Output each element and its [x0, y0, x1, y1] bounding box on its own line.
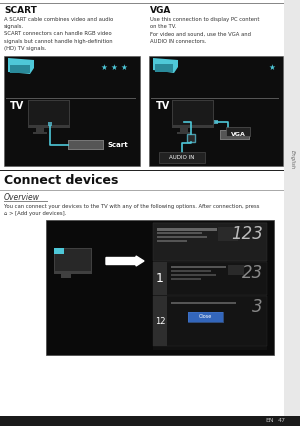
Bar: [69, 141, 103, 149]
Bar: [48, 122, 52, 126]
Bar: [153, 296, 267, 346]
Bar: [173, 101, 213, 125]
Bar: [157, 228, 217, 230]
Text: A SCART cable combines video and audio
signals.
SCART connectors can handle RGB : A SCART cable combines video and audio s…: [4, 17, 113, 51]
Bar: [188, 312, 223, 322]
Text: TV: TV: [156, 101, 170, 111]
Polygon shape: [8, 58, 34, 74]
Text: Close: Close: [198, 314, 212, 320]
Bar: [54, 248, 64, 254]
Bar: [177, 132, 191, 134]
Bar: [4, 56, 140, 166]
Bar: [46, 220, 274, 355]
Bar: [187, 134, 195, 142]
Bar: [220, 130, 250, 140]
Text: ★: ★: [268, 63, 275, 72]
Bar: [0, 170, 284, 171]
Bar: [61, 274, 71, 278]
Bar: [36, 128, 44, 132]
Text: SCART: SCART: [4, 6, 37, 15]
FancyArrow shape: [106, 256, 144, 266]
Text: Scart: Scart: [107, 142, 128, 148]
Bar: [153, 223, 267, 261]
Text: AUDIO IN: AUDIO IN: [169, 155, 195, 160]
Bar: [180, 128, 188, 132]
Bar: [33, 132, 47, 134]
Bar: [221, 131, 249, 139]
Bar: [226, 127, 250, 136]
Bar: [157, 232, 202, 234]
Text: ★: ★: [111, 63, 117, 72]
Text: 3: 3: [252, 298, 263, 316]
Bar: [153, 223, 267, 261]
Bar: [188, 312, 223, 322]
Bar: [0, 416, 300, 426]
Text: VGA: VGA: [231, 132, 245, 136]
Bar: [157, 236, 207, 238]
Bar: [171, 270, 211, 272]
Bar: [171, 266, 226, 268]
Text: You can connect your devices to the TV with any of the following options. After : You can connect your devices to the TV w…: [4, 204, 260, 216]
Bar: [54, 248, 92, 274]
Bar: [171, 278, 201, 280]
Text: VGA: VGA: [150, 6, 171, 15]
Text: 1: 1: [156, 271, 164, 285]
Bar: [153, 262, 267, 295]
Bar: [171, 302, 236, 304]
Bar: [68, 140, 104, 150]
Bar: [155, 64, 173, 72]
Bar: [171, 274, 216, 276]
Text: English: English: [290, 150, 295, 170]
Text: 12: 12: [155, 317, 165, 325]
Text: Overview: Overview: [4, 193, 40, 202]
Text: TV: TV: [10, 101, 24, 111]
Text: ★: ★: [121, 63, 128, 72]
Text: Use this connection to display PC content
on the TV.
For video and sound, use th: Use this connection to display PC conten…: [150, 17, 260, 43]
Text: 123: 123: [231, 225, 263, 243]
Polygon shape: [153, 58, 178, 73]
Bar: [29, 101, 69, 125]
Bar: [214, 120, 218, 124]
Bar: [172, 100, 214, 128]
Bar: [153, 222, 267, 350]
Text: EN: EN: [265, 418, 274, 423]
Bar: [153, 296, 267, 346]
Bar: [153, 262, 267, 295]
Bar: [228, 265, 244, 275]
Bar: [157, 240, 187, 242]
Bar: [149, 56, 283, 166]
Bar: [10, 65, 30, 73]
Bar: [55, 249, 91, 271]
Bar: [159, 152, 205, 163]
Bar: [153, 296, 167, 346]
Text: ★: ★: [100, 63, 107, 72]
Text: 47: 47: [278, 418, 286, 423]
Bar: [28, 100, 70, 128]
Bar: [284, 0, 300, 426]
Bar: [218, 227, 238, 241]
Text: 23: 23: [242, 264, 263, 282]
Bar: [153, 262, 167, 295]
Text: Connect devices: Connect devices: [4, 174, 119, 187]
